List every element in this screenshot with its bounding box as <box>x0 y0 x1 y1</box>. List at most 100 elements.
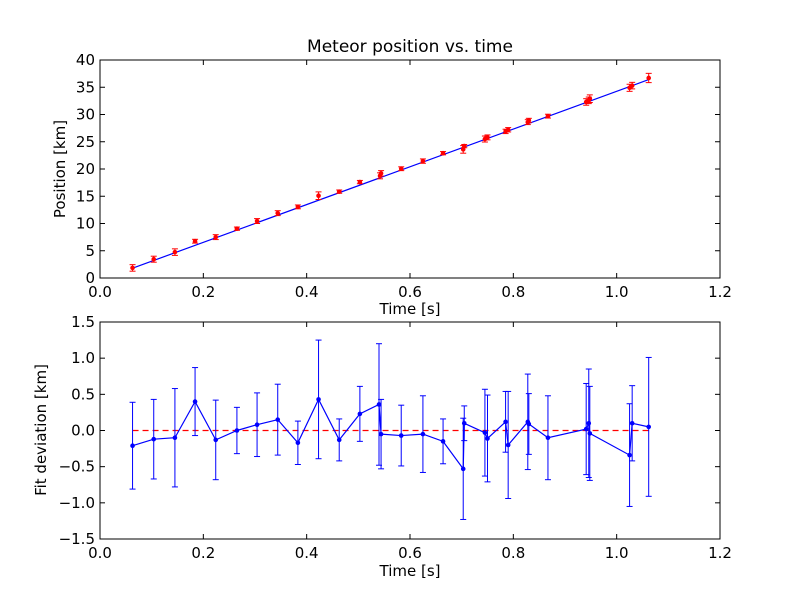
position-ytick-label: 25 <box>76 133 95 151</box>
deviation-chart-ylabel: Fit deviation [km] <box>32 364 50 496</box>
position-xtick-label: 0.4 <box>295 283 319 301</box>
position-data-point <box>420 158 426 164</box>
position-ytick-label: 30 <box>76 106 95 124</box>
deviation-data-point <box>254 422 260 428</box>
position-data-point <box>192 238 198 244</box>
position-data-point <box>213 234 219 240</box>
deviation-data-point <box>357 411 363 417</box>
position-data-point <box>234 226 240 231</box>
position-ytick-label: 20 <box>76 160 95 178</box>
position-data-point <box>275 210 281 216</box>
deviation-data-point <box>376 402 382 407</box>
deviation-data-point <box>378 431 384 437</box>
deviation-xtick-label: 0.4 <box>295 544 319 562</box>
deviation-series-line <box>132 398 649 471</box>
deviation-ytick-label: −1.5 <box>59 530 95 548</box>
deviation-data-point <box>440 439 446 444</box>
position-data-point <box>526 118 532 123</box>
deviation-data-point <box>172 435 178 441</box>
position-data-point <box>398 166 404 172</box>
position-data-point <box>336 189 342 194</box>
deviation-data-point <box>587 431 593 436</box>
deviation-ytick-label: −1.0 <box>59 494 95 512</box>
deviation-xtick-label: 1.0 <box>605 544 629 562</box>
position-ytick-label: 35 <box>76 78 95 96</box>
deviation-xtick-label: 0.8 <box>501 544 525 562</box>
position-data-point <box>440 150 446 156</box>
deviation-data-point <box>485 436 490 441</box>
deviation-data-point <box>130 443 135 448</box>
deviation-data-point <box>420 431 426 437</box>
position-data-point <box>130 265 135 271</box>
fit-line <box>132 79 649 269</box>
deviation-data-point <box>505 442 511 448</box>
deviation-data-point <box>151 436 157 442</box>
deviation-ytick-label: 1.0 <box>71 349 95 367</box>
deviation-ytick-label: −0.5 <box>59 458 95 476</box>
position-xtick-label: 0.6 <box>398 283 422 301</box>
position-ytick-label: 0 <box>85 269 95 287</box>
deviation-data-point <box>503 419 508 425</box>
deviation-data-point <box>295 440 301 446</box>
position-data-point <box>151 256 157 262</box>
position-ytick-label: 40 <box>76 51 95 69</box>
position-data-point <box>378 171 384 176</box>
position-chart-panel: Meteor position vs. time 0.0 0.2 0.4 0.6 0.8… <box>51 37 732 318</box>
position-data-point <box>629 83 635 88</box>
deviation-data-point <box>275 417 281 422</box>
deviation-ytick-label: 1.5 <box>71 313 95 331</box>
position-xtick-label: 1.2 <box>708 283 732 301</box>
deviation-data-point <box>192 399 198 404</box>
position-data-point <box>545 113 551 119</box>
position-data-point <box>461 143 467 149</box>
deviation-ytick-label: 0.5 <box>71 385 95 403</box>
position-chart-marks <box>129 72 652 272</box>
position-ytick-label: 15 <box>76 187 95 205</box>
position-data-point <box>485 135 490 140</box>
position-data-point <box>295 204 301 210</box>
position-chart-ylabel: Position [km] <box>51 120 69 218</box>
deviation-data-point <box>398 433 404 438</box>
position-ytick-label: 10 <box>76 215 95 233</box>
position-xtick-label: 0.0 <box>88 283 112 301</box>
position-data-point <box>505 127 511 133</box>
position-data-point <box>587 96 593 101</box>
deviation-chart-panel: 0.0 0.2 0.4 0.6 0.8 1.0 1.2 −1.5 −1.0 −0.5 0.0 0.5 1… <box>32 313 732 580</box>
position-data-point <box>316 193 321 199</box>
position-data-point <box>254 218 260 224</box>
position-data-point <box>646 75 651 81</box>
deviation-data-point <box>526 421 532 427</box>
deviation-data-point <box>629 420 635 426</box>
deviation-data-point <box>234 428 240 433</box>
position-ytick-label: 5 <box>85 242 95 260</box>
deviation-data-point <box>583 426 589 432</box>
position-chart-ticks: 0.0 0.2 0.4 0.6 0.8 1.0 1.2 0 5 10 15 20 25 30 35 40 <box>76 51 732 301</box>
deviation-data-point <box>213 437 219 443</box>
deviation-data-point <box>316 397 321 402</box>
deviation-data-point <box>646 424 651 430</box>
deviation-chart-frame <box>99 321 721 540</box>
position-chart-xlabel: Time [s] <box>379 300 441 318</box>
position-xtick-label: 0.2 <box>191 283 215 301</box>
deviation-chart-ticks: 0.0 0.2 0.4 0.6 0.8 1.0 1.2 −1.5 −1.0 −0.5 0.0 0.5 1… <box>59 313 732 562</box>
position-data-point <box>357 179 363 185</box>
deviation-data-point <box>336 437 342 443</box>
position-xtick-label: 0.8 <box>501 283 525 301</box>
position-data-point <box>172 249 178 255</box>
deviation-xtick-label: 0.0 <box>88 544 112 562</box>
deviation-data-point <box>482 430 488 435</box>
deviation-data-point <box>545 435 551 441</box>
deviation-ytick-label: 0.0 <box>71 422 95 440</box>
deviation-data-point <box>460 466 466 472</box>
position-chart-title: Meteor position vs. time <box>307 37 513 57</box>
position-chart-frame <box>99 59 721 279</box>
deviation-xtick-label: 0.6 <box>398 544 422 562</box>
deviation-chart-marks <box>129 339 652 520</box>
deviation-xtick-label: 0.2 <box>191 544 215 562</box>
position-xtick-label: 1.0 <box>605 283 629 301</box>
deviation-data-point <box>461 420 467 426</box>
deviation-data-point <box>627 452 632 458</box>
deviation-data-point <box>586 420 592 426</box>
